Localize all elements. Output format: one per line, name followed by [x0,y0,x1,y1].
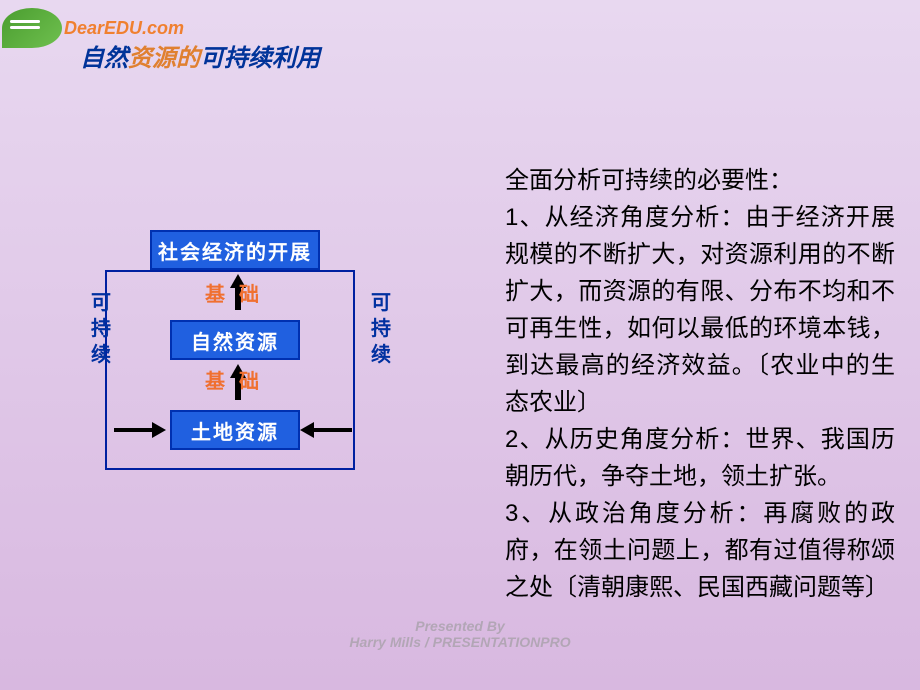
title-post: 可持续利用 [200,45,320,72]
box-land-resources: 土地资源 [170,410,300,450]
body-line-2: 2、从历史角度分析：世界、我国历朝历代，争夺土地，领土扩张。 [505,426,895,490]
body-text: 全面分析可持续的必要性： 1、从经济角度分析：由于经济开展规模的不断扩大，对资源… [505,162,895,606]
link-label-2: 基础 [205,365,273,394]
footer: Presented By Harry Mills / PRESENTATIONP… [0,618,920,650]
title-accent: 资源的 [128,45,200,72]
box-natural-resources: 自然资源 [170,320,300,360]
box-society-economy: 社会经济的开展 [150,230,320,270]
slide-title: 自然资源的可持续利用 [80,38,320,73]
arrow-right-icon [114,428,154,432]
side-label-right: 可持续 [370,290,392,368]
body-line-0: 全面分析可持续的必要性： [505,167,793,194]
link-label-1: 基础 [205,278,273,307]
footer-line1: Presented By [0,618,920,634]
body-line-3: 3、从政治角度分析：再腐败的政府，在领土问题上，都有过值得称颂之处〔清朝康熙、民… [505,500,895,601]
footer-line2: Harry Mills / PRESENTATIONPRO [0,634,920,650]
title-pre: 自然 [80,45,128,72]
side-label-left: 可持续 [90,290,112,368]
concept-diagram: 可持续 可持续 社会经济的开展 基础 自然资源 基础 土地资源 [70,220,390,480]
logo-icon [2,8,62,48]
arrow-left-icon [312,428,352,432]
logo-text: DearEDU.com [64,18,184,39]
body-line-1: 1、从经济角度分析：由于经济开展规模的不断扩大，对资源利用的不断扩大，而资源的有… [505,204,895,416]
